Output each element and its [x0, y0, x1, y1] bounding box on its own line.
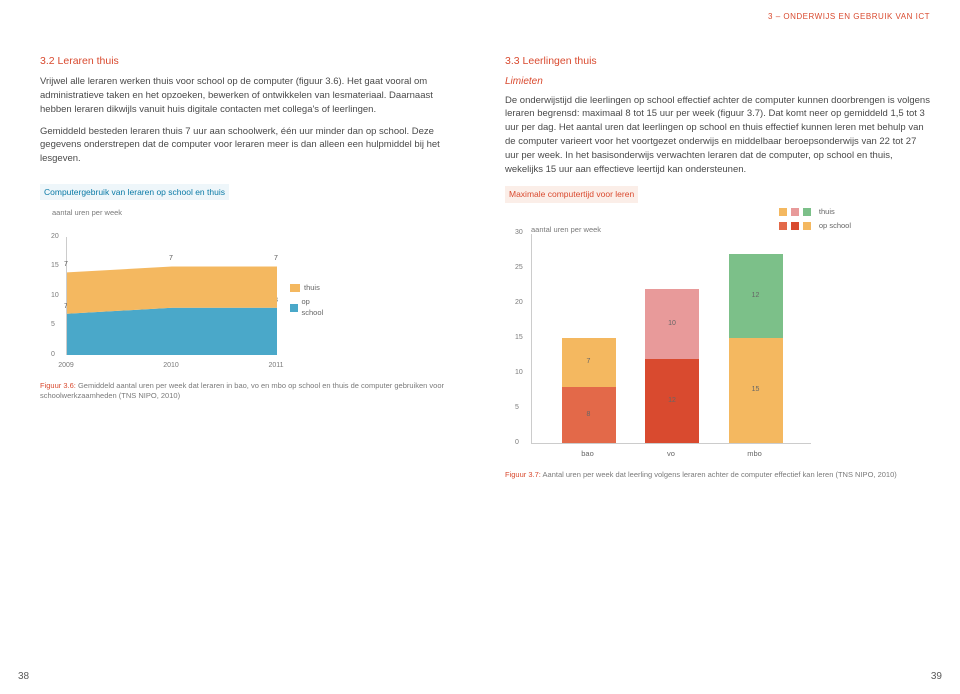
segment-label: 10 — [668, 319, 676, 329]
caption-text-r: Aantal uren per week dat leerling volgen… — [541, 470, 897, 479]
x-tick: 2011 — [268, 361, 283, 371]
left-figure-caption: Figuur 3.6: Gemiddeld aantal uren per we… — [40, 381, 465, 401]
bar-segment: 8 — [562, 387, 616, 443]
area-series — [67, 308, 277, 355]
legend-swatch — [779, 222, 787, 230]
left-p2: Gemiddeld besteden leraren thuis 7 uur a… — [40, 125, 465, 166]
content: 3.2 Leraren thuis Vrijwel alle leraren w… — [40, 54, 930, 479]
page-number-left: 38 — [18, 671, 29, 682]
legend-swatch — [791, 208, 799, 216]
legend-label: op school — [302, 297, 326, 319]
bar-y-tick: 5 — [515, 404, 519, 414]
legend-row: thuis — [290, 283, 326, 294]
segment-label: 15 — [752, 385, 760, 395]
right-p1: De onderwijstijd die leerlingen op schoo… — [505, 94, 930, 177]
right-subtitle: Limieten — [505, 75, 930, 90]
segment-label: 12 — [668, 396, 676, 406]
bar-y-tick: 0 — [515, 439, 519, 449]
legend-swatch — [779, 208, 787, 216]
legend-row: op school — [779, 221, 851, 232]
bar-y-tick: 20 — [515, 299, 523, 309]
bar-y-tick: 30 — [515, 229, 523, 239]
legend-row: thuis — [779, 207, 851, 218]
bar-chart: aantal uren per week thuisop school 8712… — [511, 207, 851, 462]
legend-swatch — [290, 284, 300, 292]
segment-label: 7 — [587, 357, 591, 367]
area-chart: 05101520788777 thuisop school 2009201020… — [46, 223, 316, 373]
legend-swatch — [803, 208, 811, 216]
page-header: 3 – ONDERWIJS EN GEBRUIK VAN ICT — [768, 12, 930, 21]
legend-swatch — [803, 222, 811, 230]
y-tick: 10 — [51, 291, 59, 301]
segment-label: 12 — [752, 291, 760, 301]
right-figure-caption: Figuur 3.7: Aantal uren per week dat lee… — [505, 470, 930, 480]
bar-segment: 12 — [645, 359, 699, 443]
y-tick: 0 — [51, 350, 55, 360]
left-section-title: 3.2 Leraren thuis — [40, 54, 465, 69]
bar-segment: 12 — [729, 254, 783, 338]
left-column: 3.2 Leraren thuis Vrijwel alle leraren w… — [40, 54, 465, 479]
legend-row: op school — [290, 297, 326, 319]
bar-legend: thuis op school — [779, 207, 851, 235]
bar-xlabel: vo — [667, 449, 675, 460]
bar-segment: 10 — [645, 289, 699, 359]
segment-label: 8 — [587, 410, 591, 420]
caption-bold: Figuur 3.6: — [40, 381, 76, 390]
area-series — [67, 267, 277, 314]
x-tick: 2009 — [58, 361, 74, 371]
left-axis-label: aantal uren per week — [52, 208, 465, 219]
right-column: 3.3 Leerlingen thuis Limieten De onderwi… — [505, 54, 930, 479]
bar-segment: 15 — [729, 338, 783, 443]
caption-text: Gemiddeld aantal uren per week dat lerar… — [40, 381, 444, 400]
bar-y-tick: 25 — [515, 264, 523, 274]
y-tick: 5 — [51, 320, 55, 330]
y-tick: 20 — [51, 232, 59, 242]
y-tick: 15 — [51, 261, 59, 271]
legend-label: op school — [819, 221, 851, 232]
page-number-right: 39 — [931, 671, 942, 682]
bar-y-tick: 10 — [515, 369, 523, 379]
bar-xlabel: mbo — [747, 449, 762, 460]
right-section-title: 3.3 Leerlingen thuis — [505, 54, 930, 69]
area-legend: thuis op school — [290, 283, 326, 322]
left-chart-title: Computergebruik van leraren op school en… — [40, 184, 229, 200]
right-chart-title: Maximale computertijd voor leren — [505, 186, 638, 202]
legend-swatch — [791, 222, 799, 230]
left-p1: Vrijwel alle leraren werken thuis voor s… — [40, 75, 465, 116]
x-tick: 2010 — [163, 361, 179, 371]
bar-xlabel: bao — [581, 449, 594, 460]
legend-label: thuis — [304, 283, 320, 294]
bar-y-tick: 15 — [515, 334, 523, 344]
caption-bold-r: Figuur 3.7: — [505, 470, 541, 479]
legend-label: thuis — [819, 207, 835, 218]
bar-segment: 7 — [562, 338, 616, 387]
legend-swatch — [290, 304, 298, 312]
